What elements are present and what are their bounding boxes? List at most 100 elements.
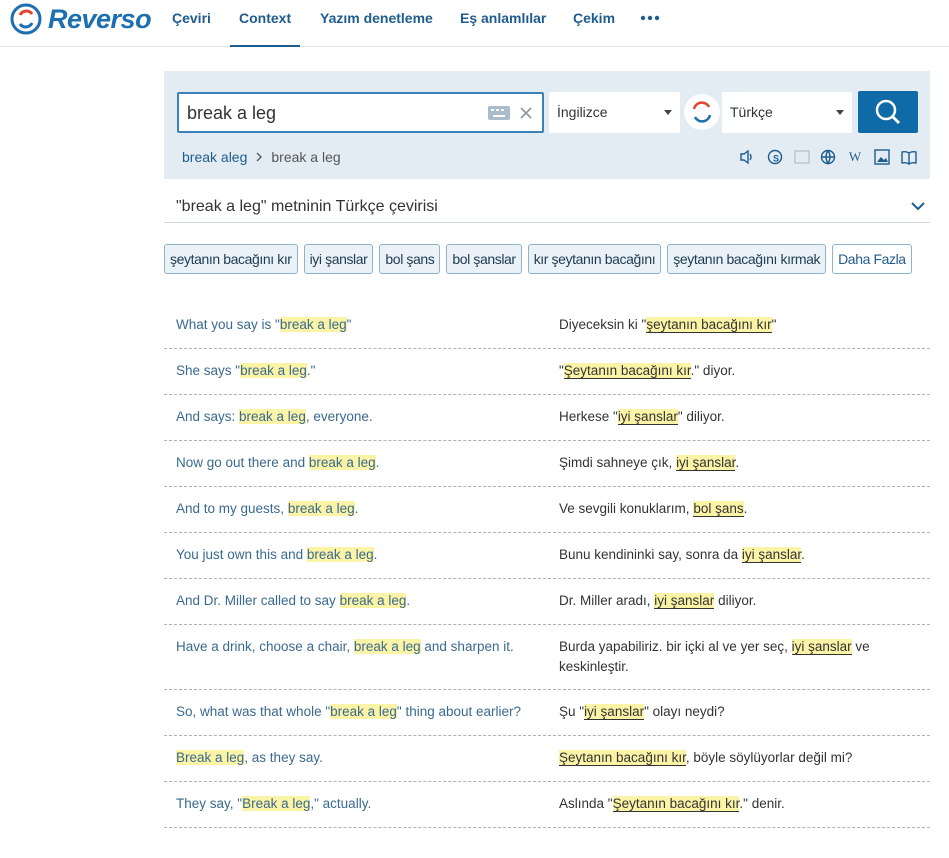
source-sentence: Now go out there and break a leg. [176,453,559,474]
source-language-select[interactable]: İngilizce [549,92,680,133]
sentence-text: ," actually. [310,796,372,811]
sentence-text: " [559,363,564,378]
nav-item[interactable]: Çeviri [172,10,211,26]
wiki-icon[interactable]: W [849,149,862,164]
target-sentence: Diyeceksin ki "şeytanın bacağını kır" [559,315,918,336]
sentence-text: . [406,593,411,608]
highlighted-term: iyi şanslar [741,547,802,563]
image-icon[interactable] [874,149,890,165]
search-input[interactable]: break a leg [177,92,544,133]
sentence-text: and sharpen it. [420,639,514,654]
expand-icon[interactable] [910,200,926,212]
sentence-text: Aslında " [559,796,613,811]
tool-icons: S W [740,149,917,165]
translation-heading[interactable]: "break a leg" metninin Türkçe çevirisi [164,190,930,223]
breadcrumb[interactable]: break aleg [182,149,248,165]
sentence-text: Diyeceksin ki " [559,317,647,332]
target-language: Türkçe [730,104,773,120]
translation-chip[interactable]: şeytanın bacağını kır [164,244,298,274]
sentence-text: She says " [176,363,241,378]
translation-chip[interactable]: kır şeytanın bacağını [527,244,662,274]
sentence-text: diliyor. [714,593,757,608]
sentence-text: Herkese " [559,409,618,424]
sentence-text: . [373,547,378,562]
keyboard-icon[interactable] [487,104,511,122]
heading-text: "break a leg" metninin Türkçe çevirisi [176,198,438,215]
sentence-text: ." [306,363,316,378]
sentence-text: ." diyor. [690,363,736,378]
highlighted-term: iyi şanslar [617,409,678,425]
source-sentence: And Dr. Miller called to say break a leg… [176,591,559,612]
sentence-text: And Dr. Miller called to say [176,593,340,608]
source-sentence: And to my guests, break a leg. [176,499,559,520]
highlighted-term: Break a leg [242,796,311,811]
translation-chip[interactable]: bol şanslar [446,244,522,274]
clear-icon[interactable] [519,106,533,120]
speaker-icon[interactable] [740,149,752,165]
sentence-text: ." denir. [739,796,785,811]
example-row: Now go out there and break a leg. Şimdi s… [164,441,930,487]
example-row: What you say is "break a leg" Diyeceksin … [164,303,930,349]
logo[interactable]: Reverso [10,3,152,35]
sentence-text: What you say is " [176,317,280,332]
target-language-select[interactable]: Türkçe [722,92,852,133]
swap-languages[interactable] [684,94,720,130]
example-list: What you say is "break a leg" Diyeceksin … [164,303,930,828]
source-sentence: So, what was that whole "break a leg" th… [176,702,559,723]
sentence-text: . [743,501,748,516]
sentence-text: . [735,455,740,470]
nav-item[interactable]: Çekim [573,10,616,26]
sentence-text: Now go out there and [176,455,309,470]
translation-chip[interactable]: şeytanın bacağını kırmak [667,244,827,274]
example-row: So, what was that whole "break a leg" th… [164,690,930,736]
source-sentence: What you say is "break a leg" [176,315,559,336]
highlighted-term: iyi şanslar [676,455,736,471]
book-icon[interactable] [901,150,917,165]
translation-chip[interactable]: bol şans [379,244,441,274]
source-sentence: They say, "Break a leg," actually. [176,794,559,815]
nav-item[interactable]: Eş anlamlılar [460,10,547,26]
sentence-text: , everyone. [305,409,373,424]
logo-text: Reverso [48,3,152,34]
sentence-text: . [354,501,359,516]
highlighted-term: break a leg [308,455,376,470]
nav-item[interactable]: Context [230,0,301,47]
source-sentence: You just own this and break a leg. [176,545,559,566]
highlighted-term: break a leg [330,704,397,719]
synonyms-icon[interactable] [767,149,783,165]
highlighted-term: Break a leg [176,750,245,765]
sentence-text: So, what was that whole " [176,704,331,719]
example-row: Break a leg, as they say. Şeytanın bacağı… [164,736,930,782]
highlighted-term: Şeytanın bacağını kır [559,750,686,766]
highlighted-term: Şeytanın bacağını kır [563,363,691,379]
highlighted-term: break a leg [240,363,307,378]
sentence-text: " [771,317,777,332]
highlighted-term: iyi şanslar [654,593,715,609]
highlighted-term: break a leg [239,409,306,424]
example-row: And Dr. Miller called to say break a leg… [164,579,930,625]
highlighted-term: break a leg [306,547,374,562]
grid-icon [794,150,810,164]
nav-item[interactable]: Yazım denetleme [320,10,433,26]
target-sentence: Herkese "iyi şanslar" diliyor. [559,407,918,428]
breadcrumb-separator [256,152,263,162]
translation-chip[interactable]: iyi şanslar [303,244,374,274]
highlighted-term: break a leg [353,639,421,654]
sentence-text: Şu " [559,704,585,719]
breadcrumb: break a leg [271,149,341,165]
source-language: İngilizce [557,104,608,120]
more-menu[interactable] [640,14,660,22]
sentence-text: Şimdi sahneye çık, [559,455,677,470]
source-sentence: And says: break a leg, everyone. [176,407,559,428]
sentence-text: " [346,317,352,332]
highlighted-term: Şeytanın bacağını kır [612,796,740,812]
target-sentence: "Şeytanın bacağını kır." diyor. [559,361,918,382]
source-sentence: Have a drink, choose a chair, break a le… [176,637,559,677]
more-button[interactable]: Daha Fazla [832,244,912,274]
example-row: And to my guests, break a leg. Ve sevgili… [164,487,930,533]
search-button[interactable] [858,91,918,133]
target-sentence: Burda yapabiliriz. bir içki al ve yer se… [559,637,918,677]
sentence-text: Burda yapabiliriz. bir içki al ve yer se… [559,639,792,654]
source-sentence: Break a leg, as they say. [176,748,559,769]
